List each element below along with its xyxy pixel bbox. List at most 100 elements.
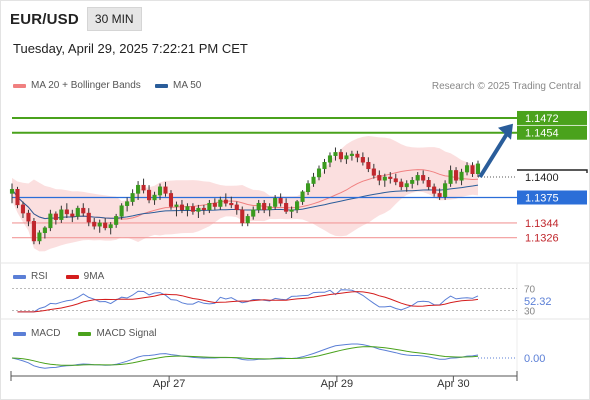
candle-body — [20, 204, 26, 214]
candle-body — [15, 189, 20, 206]
candle-body — [103, 222, 108, 229]
candle-body — [273, 198, 278, 207]
candle-body — [464, 165, 470, 173]
candle-body — [245, 216, 250, 224]
candle-body — [234, 204, 239, 211]
candle-body — [207, 202, 212, 211]
candle-body — [26, 212, 31, 222]
candle-body — [437, 193, 442, 197]
candle-body — [360, 157, 365, 163]
candle-body — [141, 184, 146, 191]
macd-signal-label: MACD Signal — [96, 328, 157, 339]
candle-body — [201, 207, 206, 211]
ma50-swatch — [155, 83, 168, 88]
candle-body — [174, 204, 179, 207]
chart-datetime: Tuesday, April 29, 2025 7:22:21 PM CET — [13, 41, 248, 56]
candle-body — [382, 176, 387, 181]
last-price-bracket — [517, 169, 588, 173]
resistance-label-box — [517, 110, 587, 125]
candle-body — [344, 155, 349, 160]
rsi-label: RSI — [31, 271, 48, 282]
candle-body — [349, 153, 354, 156]
candle-body — [119, 205, 124, 217]
rsi-value-label: 52.32 — [524, 296, 552, 308]
candle-body — [92, 221, 97, 227]
ma20-label: MA 20 + Bollinger Bands — [31, 80, 141, 91]
candle-body — [136, 184, 141, 194]
candle-body — [366, 161, 371, 170]
candle-body — [147, 189, 152, 201]
candle-body — [404, 183, 409, 188]
support-label: 1.1344 — [525, 218, 559, 230]
candle-body — [152, 194, 157, 201]
candle-body — [86, 212, 91, 223]
resistance-label: 1.1472 — [525, 113, 559, 125]
candle-body — [284, 202, 289, 212]
candle-body — [37, 232, 42, 242]
candle-body — [415, 175, 420, 181]
macd-value-label: 0.00 — [524, 353, 545, 365]
candle-body — [190, 206, 195, 212]
legend-ma50: MA 50 — [155, 80, 201, 91]
macd-swatch — [13, 331, 26, 336]
legend-ma20: MA 20 + Bollinger Bands — [13, 80, 141, 91]
resistance-label-box — [517, 125, 587, 140]
candle-body — [311, 176, 316, 184]
candle-body — [426, 180, 431, 188]
rsi-level-label: 30 — [524, 307, 536, 318]
candle-body — [229, 202, 234, 206]
candle-body — [256, 202, 261, 211]
macd-label: MACD — [31, 328, 61, 339]
candle-body — [443, 183, 448, 197]
candle-body — [388, 176, 393, 179]
candle-body — [223, 199, 228, 204]
symbol-title: EUR/USD — [10, 10, 79, 28]
candle-body — [81, 207, 86, 214]
ma20-swatch — [13, 83, 26, 88]
candle-body — [432, 186, 437, 194]
copyright-note: Research © 2025 Trading Central — [431, 81, 581, 92]
projection-arrow-shaft — [478, 132, 509, 179]
candle-body — [168, 193, 174, 207]
candle-body — [305, 183, 311, 193]
candle-body — [97, 222, 102, 227]
candle-body — [179, 204, 185, 211]
macd-signal-swatch — [78, 331, 92, 336]
candle-body — [459, 171, 464, 181]
candle-body — [212, 202, 217, 207]
candle-body — [448, 170, 453, 184]
macd-signal-line — [11, 346, 479, 366]
candle-body — [410, 180, 415, 184]
chart-header: EUR/USD 30 MIN — [10, 7, 142, 31]
legend-macd: MACD MACD Signal — [13, 328, 156, 339]
pivot-label: 1.1375 — [525, 193, 559, 205]
candle-body — [157, 186, 163, 196]
candle-body — [240, 209, 245, 224]
candle-body — [267, 206, 272, 211]
candle-body — [355, 153, 360, 158]
candle-body — [454, 170, 459, 181]
projection-arrow-head — [498, 123, 513, 140]
rsi-swatch — [13, 274, 26, 279]
time-axis-label: Apr 29 — [321, 378, 353, 390]
candle-body — [316, 168, 322, 178]
candle-body — [125, 201, 130, 206]
candle-body — [371, 168, 376, 176]
candle-body — [475, 163, 481, 174]
ma50-label: MA 50 — [173, 80, 202, 91]
candle-body — [218, 199, 223, 207]
candle-body — [64, 209, 69, 215]
rsi-ma-swatch — [65, 274, 79, 279]
timeframe-badge[interactable]: 30 MIN — [86, 7, 142, 31]
last-price-label: 1.1400 — [525, 172, 559, 184]
candle-body — [377, 175, 382, 181]
time-axis-label: Apr 30 — [437, 378, 469, 390]
candle-body — [185, 206, 190, 211]
candle-body — [114, 216, 119, 225]
candle-body — [251, 209, 256, 217]
candle-body — [470, 165, 475, 174]
candle-body — [70, 213, 75, 217]
pivot-label-box — [517, 190, 587, 205]
rsi-ma-label: 9MA — [83, 271, 105, 282]
